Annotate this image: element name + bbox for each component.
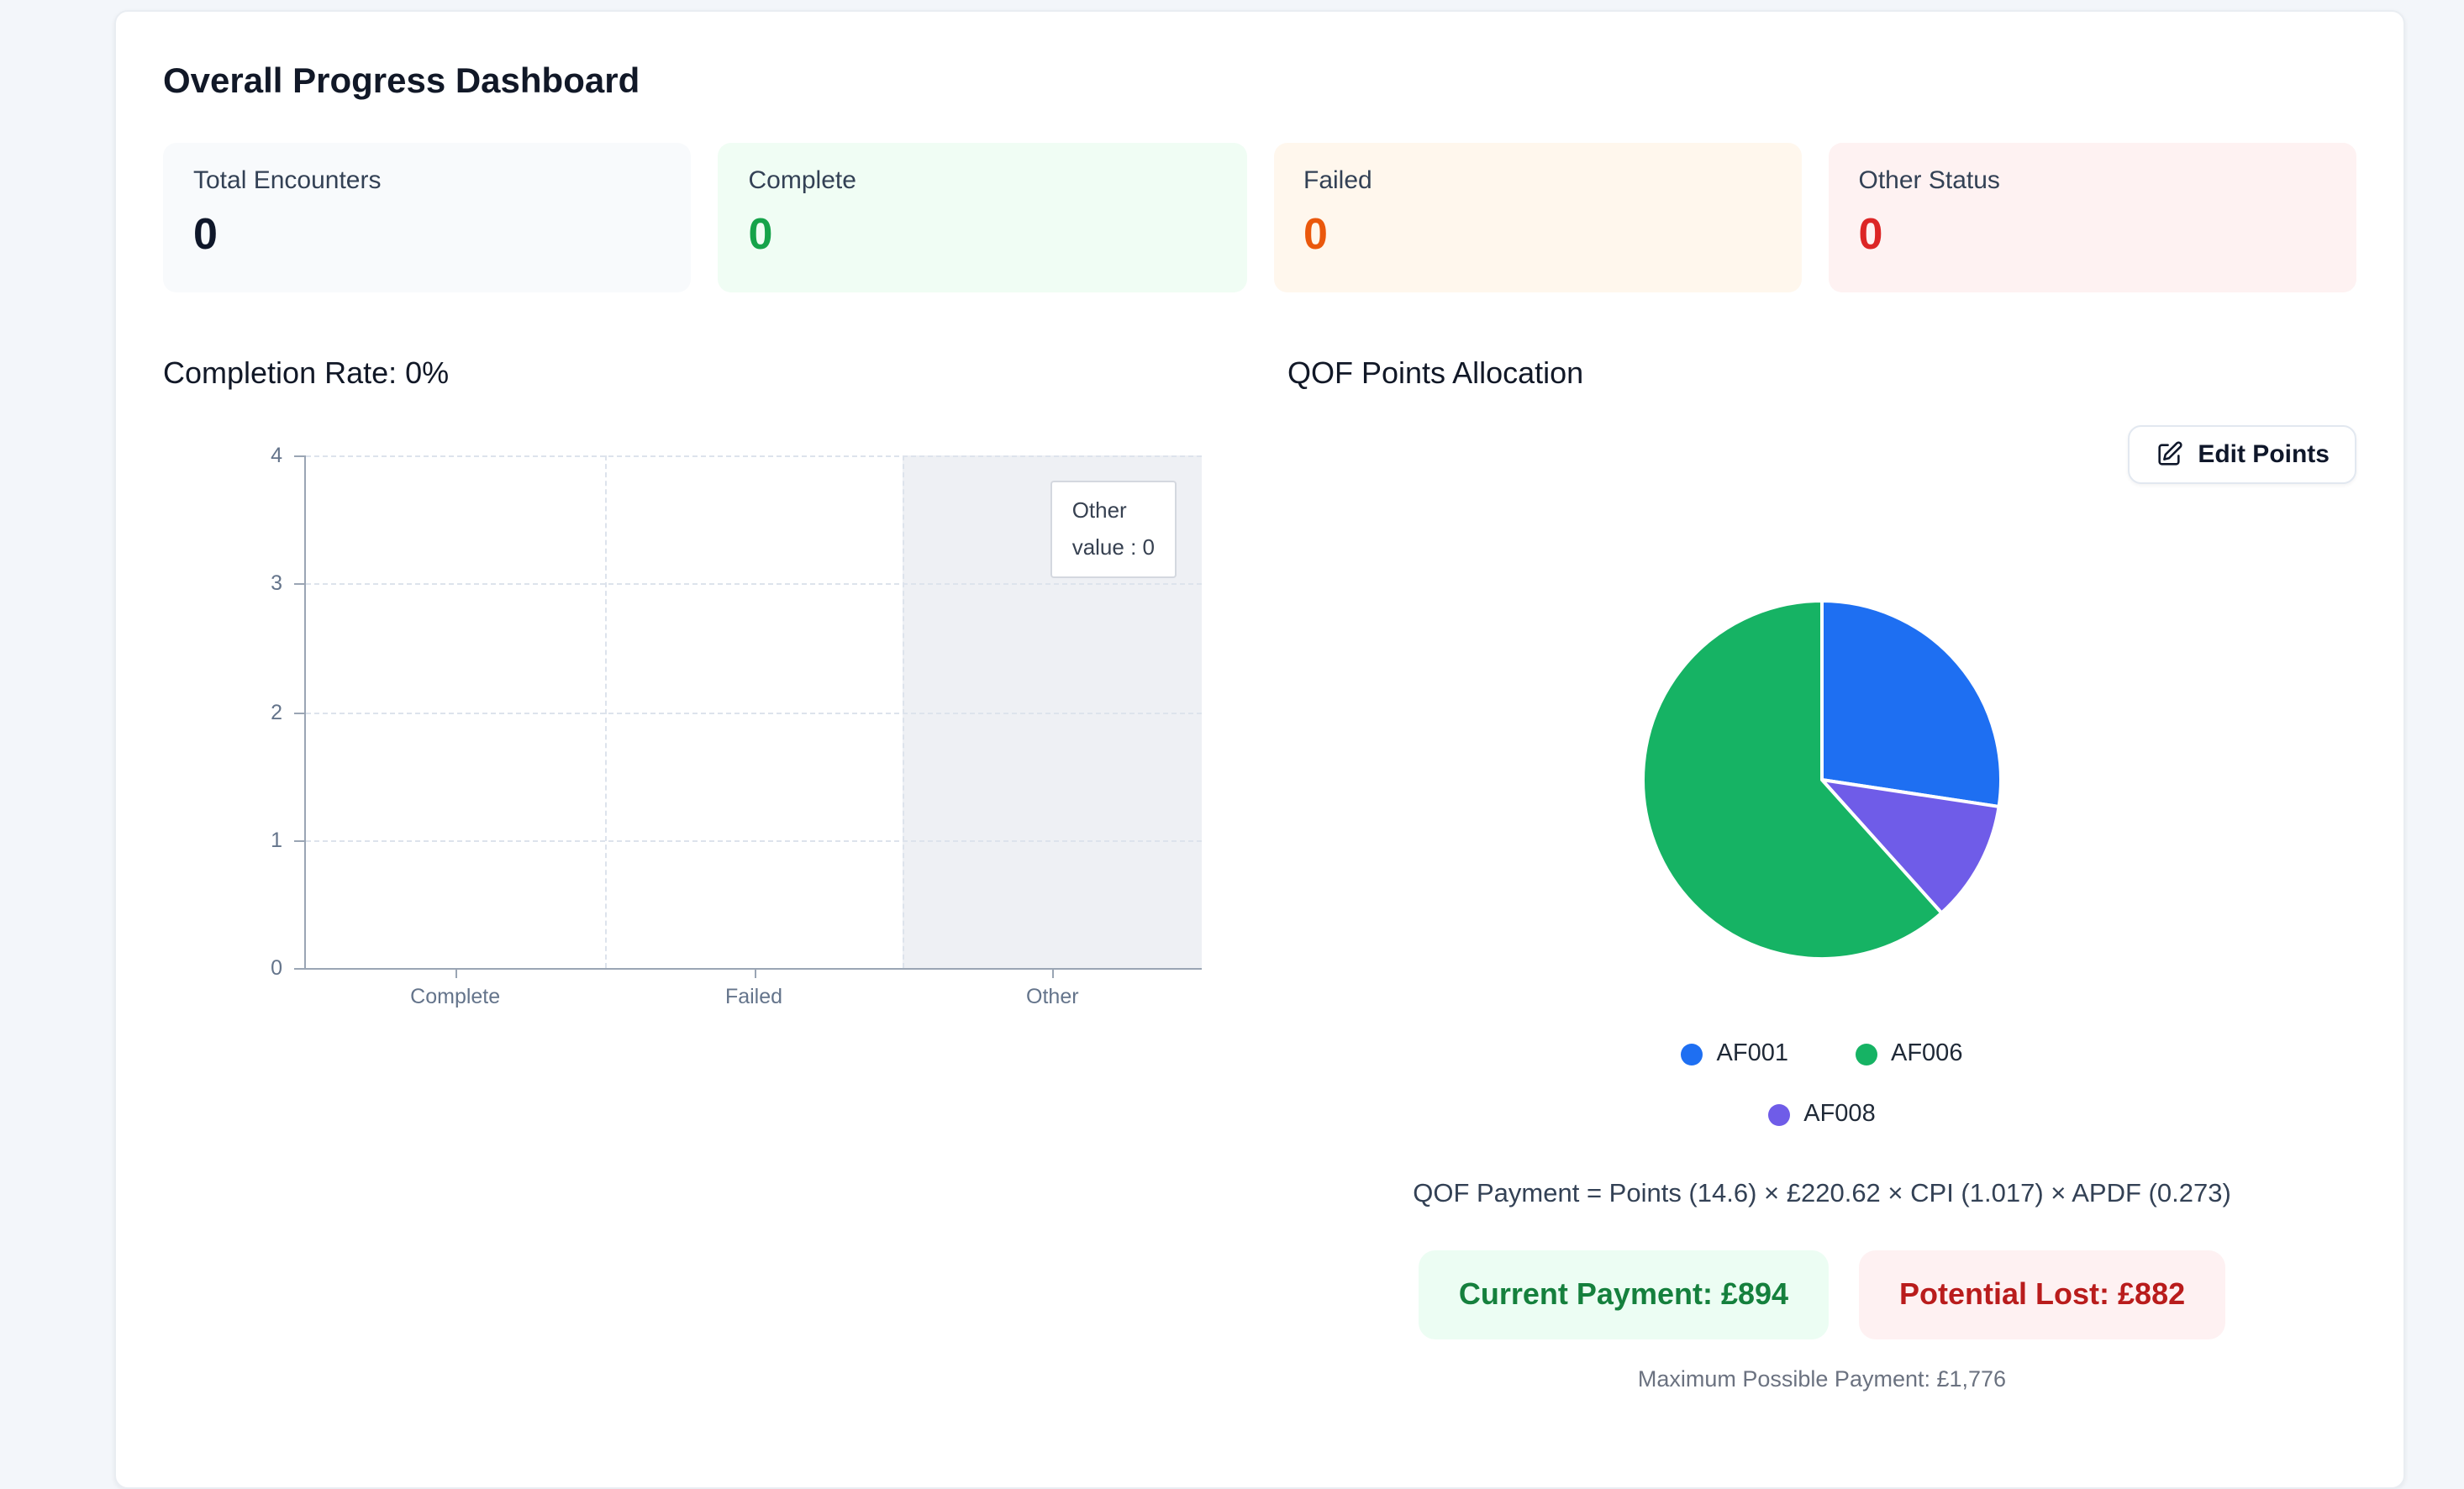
x-axis-label: Other — [1026, 985, 1079, 1008]
pie-slice-af008[interactable] — [1820, 778, 2001, 915]
legend-row: AF001 AF006 — [1681, 1035, 1962, 1072]
stat-label: Failed — [1303, 166, 1372, 195]
x-axis-tick — [754, 968, 756, 978]
y-axis-tick — [294, 839, 304, 842]
stat-card-complete: Complete 0 — [718, 143, 1246, 292]
bar-plot-area[interactable]: Other value : 0 0 1 2 3 4 Complete Failed Other — [271, 444, 1202, 1008]
stat-label: Other Status — [1858, 166, 2000, 195]
edit-icon — [2157, 441, 2182, 466]
y-axis-label: 1 — [271, 828, 282, 852]
main-content: Completion Rate: 0% Other value : 0 0 1 2 3… — [163, 356, 2356, 1392]
v-gridline — [903, 455, 905, 968]
h-gridline — [306, 583, 1202, 586]
y-axis-label: 2 — [271, 700, 282, 723]
stats-row: Total Encounters 0 Complete 0 Failed 0 O… — [163, 143, 2356, 292]
app-root: Overall Progress Dashboard Total Encount… — [114, 10, 2405, 1489]
y-axis-label: 3 — [271, 571, 282, 596]
stat-card-total-encounters: Total Encounters 0 — [163, 143, 692, 292]
h-gridline — [306, 839, 1202, 842]
qof-formula: QOF Payment = Points (14.6) × £220.62 × … — [1413, 1180, 2231, 1208]
pie-legend: AF001 AF006 AF008 — [1287, 1035, 2356, 1133]
current-payment-badge: Current Payment: £894 — [1418, 1250, 1830, 1339]
y-axis-label: 0 — [271, 956, 282, 980]
page-title: Overall Progress Dashboard — [163, 62, 640, 101]
h-gridline — [306, 455, 1202, 457]
legend-label: AF008 — [1803, 1101, 1876, 1128]
tooltip-value: value : 0 — [1071, 534, 1155, 560]
y-axis-tick — [294, 455, 304, 457]
completion-section: Completion Rate: 0% Other value : 0 0 1 2 3… — [163, 356, 1247, 1392]
legend-dot — [1768, 1103, 1791, 1125]
edit-points-label: Edit Points — [2198, 440, 2330, 469]
stat-value: 0 — [1303, 208, 1328, 259]
stat-card-other-status: Other Status 0 — [1828, 143, 2356, 292]
legend-row: AF008 — [1768, 1096, 1876, 1133]
y-axis-tick — [294, 712, 304, 713]
y-axis-tick — [294, 968, 304, 970]
v-gridline — [604, 455, 607, 968]
pie-chart-wrap — [1287, 598, 2356, 961]
qof-section: QOF Points Allocation Edit Points AF001 A… — [1287, 356, 2356, 1392]
stat-label: Total Encounters — [193, 166, 382, 195]
max-payment-text: Maximum Possible Payment: £1,776 — [1637, 1366, 2007, 1392]
x-axis-label: Complete — [410, 985, 501, 1008]
stat-label: Complete — [748, 166, 856, 195]
qof-pie-svg[interactable] — [1640, 598, 2003, 961]
y-axis-tick — [294, 583, 304, 586]
chart-tooltip: Other value : 0 — [1050, 481, 1177, 578]
y-axis-line — [304, 455, 306, 968]
legend-item-af001: AF001 — [1681, 1040, 1788, 1067]
y-axis-label: 4 — [271, 444, 282, 467]
qof-toolbar: Edit Points — [1287, 425, 2356, 484]
stat-card-failed: Failed 0 — [1273, 143, 1802, 292]
x-axis-label: Failed — [724, 985, 783, 1008]
pie-slice-af001[interactable] — [1820, 599, 2003, 808]
legend-dot — [1681, 1043, 1703, 1065]
qof-heading: QOF Points Allocation — [1287, 356, 1584, 390]
x-axis-tick — [1052, 968, 1055, 978]
completion-heading: Completion Rate: 0% — [163, 356, 450, 390]
potential-lost-badge: Potential Lost: £882 — [1859, 1250, 2226, 1339]
legend-dot — [1856, 1043, 1877, 1065]
x-axis-tick — [455, 968, 457, 978]
legend-item-af006: AF006 — [1856, 1040, 1962, 1067]
stat-value: 0 — [748, 208, 773, 259]
edit-points-button[interactable]: Edit Points — [2127, 425, 2356, 484]
tooltip-title: Other — [1071, 497, 1127, 523]
payment-badges: Current Payment: £894 Potential Lost: £8… — [1287, 1250, 2356, 1339]
dashboard-card: Overall Progress Dashboard Total Encount… — [114, 10, 2405, 1489]
pie-slice-af006[interactable] — [1641, 599, 1944, 960]
x-axis-line — [304, 968, 1202, 970]
legend-label: AF001 — [1716, 1040, 1788, 1067]
stat-value: 0 — [1858, 208, 1883, 259]
legend-label: AF006 — [1891, 1040, 1963, 1067]
legend-item-af008: AF008 — [1768, 1101, 1876, 1128]
stat-value: 0 — [193, 208, 218, 259]
h-gridline — [306, 712, 1202, 713]
